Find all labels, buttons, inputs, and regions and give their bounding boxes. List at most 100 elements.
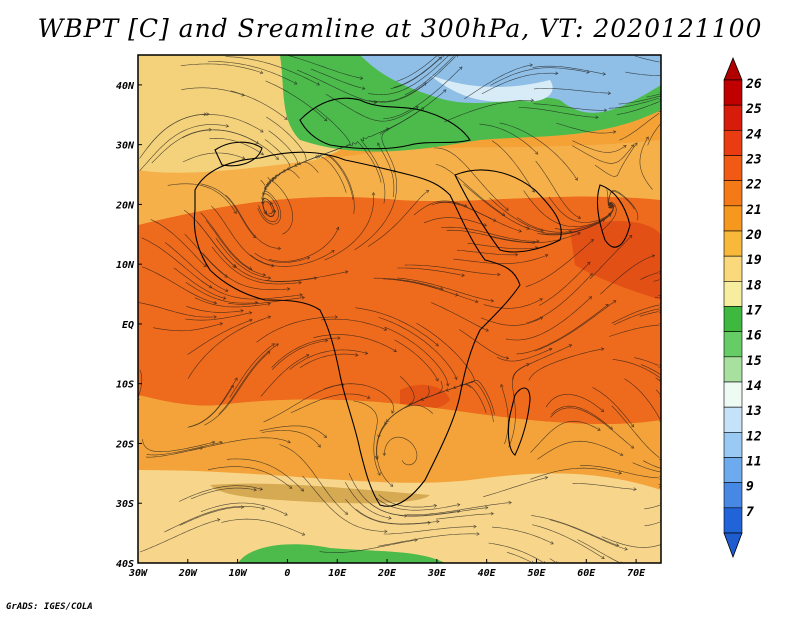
streamline-arrow bbox=[299, 293, 303, 297]
brown-south-streak bbox=[210, 483, 430, 504]
streamline-arrow bbox=[454, 376, 458, 381]
streamline bbox=[185, 282, 258, 304]
streamline bbox=[577, 539, 620, 563]
streamline-arrow bbox=[253, 487, 257, 492]
streamline-arrow bbox=[658, 295, 661, 299]
streamline bbox=[230, 90, 288, 120]
streamline-arrow bbox=[224, 274, 228, 278]
streamline-arrow bbox=[473, 524, 477, 529]
streamline-arrow bbox=[589, 273, 593, 277]
streamline bbox=[512, 344, 572, 380]
streamline bbox=[532, 65, 606, 75]
streamline bbox=[302, 475, 387, 532]
streamline bbox=[404, 55, 455, 96]
streamline bbox=[383, 278, 459, 296]
streamline-arrow bbox=[497, 272, 501, 277]
streamline bbox=[200, 212, 252, 270]
streamline bbox=[489, 197, 544, 232]
streamline bbox=[523, 190, 612, 227]
colorbar-swatch bbox=[723, 104, 743, 131]
streamline bbox=[187, 319, 253, 355]
streamline bbox=[459, 329, 509, 359]
streamline bbox=[435, 164, 505, 216]
streamline bbox=[507, 552, 531, 563]
streamline bbox=[490, 67, 590, 86]
streamline bbox=[444, 100, 534, 123]
streamline-arrow bbox=[213, 300, 218, 305]
colorbar-swatch bbox=[723, 205, 743, 232]
streamline bbox=[420, 380, 494, 423]
streamline-arrow bbox=[355, 353, 359, 357]
streamline bbox=[265, 80, 328, 122]
streamline bbox=[184, 233, 228, 278]
streamline bbox=[164, 242, 229, 292]
streamline-arrow bbox=[601, 555, 605, 559]
streamline bbox=[189, 437, 291, 451]
streamline-arrow bbox=[298, 280, 302, 285]
streamline bbox=[600, 255, 655, 295]
streamline bbox=[189, 377, 238, 427]
streamline bbox=[396, 55, 437, 82]
lat-tick-label: 40N bbox=[116, 81, 135, 92]
streamline-arrow bbox=[262, 192, 266, 196]
streamline-arrow bbox=[404, 513, 408, 518]
streamline-arrow bbox=[344, 270, 349, 274]
streamline bbox=[207, 61, 298, 85]
streamline-arrow bbox=[600, 408, 605, 413]
yellow-south-band bbox=[138, 470, 661, 563]
red-tropical-band bbox=[138, 196, 661, 425]
streamline bbox=[376, 423, 394, 487]
streamline-arrow bbox=[233, 210, 237, 214]
streamline bbox=[289, 349, 368, 370]
colorbar-label: 18 bbox=[746, 278, 762, 293]
streamline-arrow bbox=[334, 315, 338, 319]
streamline-arrow bbox=[483, 223, 487, 227]
streamline-arrow bbox=[438, 56, 443, 61]
streamline bbox=[634, 55, 660, 63]
streamline bbox=[261, 430, 321, 448]
streamline-arrow bbox=[658, 484, 661, 488]
streamline bbox=[194, 297, 271, 308]
streamline-arrow bbox=[225, 124, 230, 128]
streamline bbox=[254, 252, 310, 263]
colorbar-swatch bbox=[723, 306, 743, 332]
streamline bbox=[611, 405, 660, 458]
lon-tick-label: 10E bbox=[328, 568, 347, 579]
streamline bbox=[139, 124, 229, 171]
streamline bbox=[268, 130, 298, 182]
streamline-arrow bbox=[233, 264, 237, 269]
streamline bbox=[314, 107, 351, 158]
streamline-arrow bbox=[555, 71, 559, 76]
streamline-arrow bbox=[577, 215, 582, 219]
streamline bbox=[182, 152, 245, 163]
streamline-arrow bbox=[199, 446, 204, 451]
streamline bbox=[453, 254, 549, 264]
streamline bbox=[139, 113, 210, 159]
streamline-arrow bbox=[529, 63, 534, 68]
streamline bbox=[207, 466, 292, 489]
streamline bbox=[404, 264, 501, 275]
streamline bbox=[202, 253, 290, 290]
streamline bbox=[360, 127, 390, 204]
streamline-arrow bbox=[544, 476, 549, 480]
streamline-arrow bbox=[543, 560, 546, 563]
streamline-arrow bbox=[383, 327, 388, 331]
streamline bbox=[435, 201, 497, 222]
colorbar-swatch bbox=[723, 482, 743, 509]
streamline bbox=[646, 94, 660, 98]
streamline bbox=[644, 521, 661, 527]
streamline bbox=[179, 506, 244, 526]
streamline bbox=[290, 393, 371, 414]
colorbar-label: 20 bbox=[745, 228, 762, 243]
streamline bbox=[221, 518, 305, 536]
colorbar-bottom-arrow bbox=[723, 532, 743, 559]
streamline-arrow bbox=[261, 201, 265, 206]
streamline bbox=[377, 142, 395, 198]
streamline-arrow bbox=[556, 561, 558, 563]
streamline-arrow bbox=[241, 156, 246, 160]
streamline-arrow bbox=[377, 142, 381, 146]
streamline bbox=[180, 63, 263, 74]
streamline bbox=[142, 439, 215, 452]
streamline bbox=[589, 235, 633, 280]
